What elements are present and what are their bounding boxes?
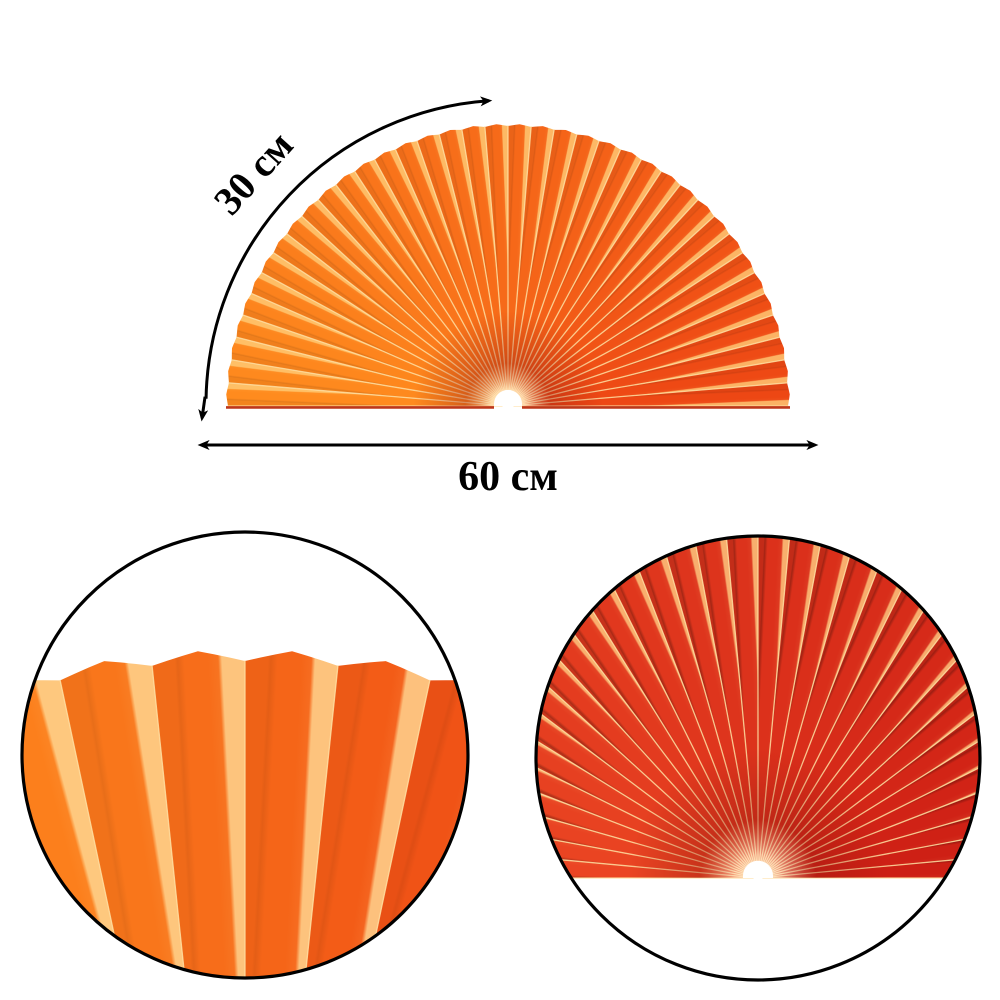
svg-text:60 см: 60 см [458,454,558,500]
